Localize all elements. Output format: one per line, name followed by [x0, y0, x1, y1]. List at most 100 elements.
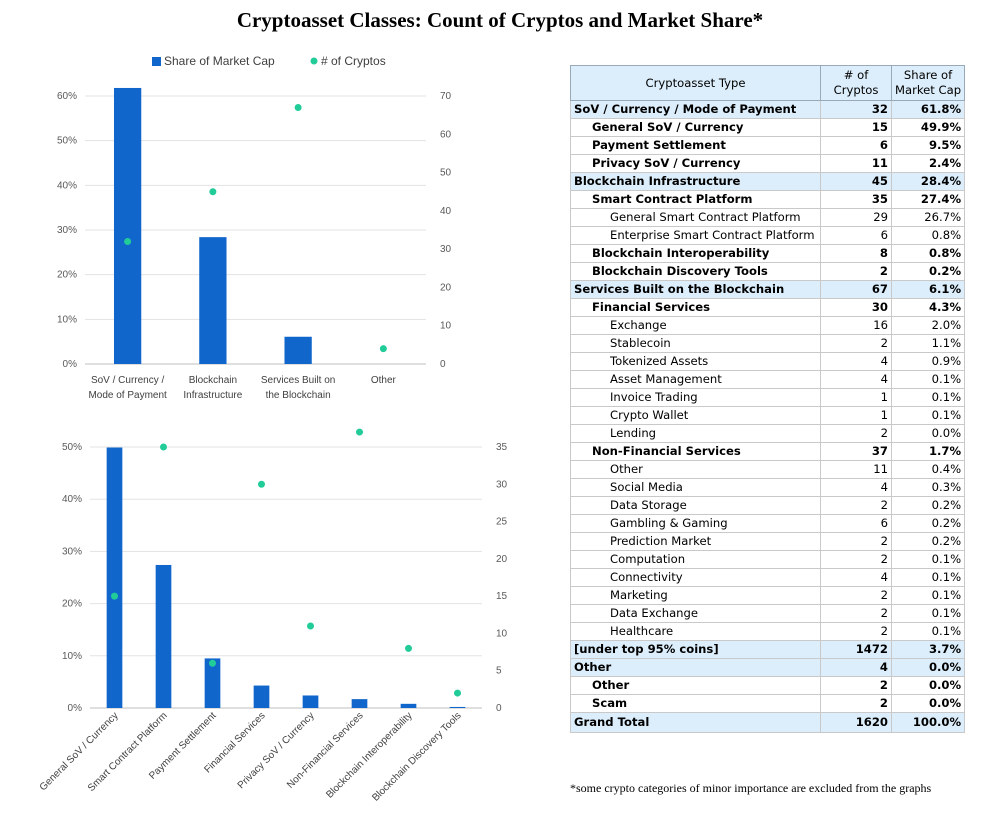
y2-tick-label: 60 [440, 129, 452, 140]
data-point [209, 659, 216, 667]
header-count: # of Cryptos [820, 65, 892, 101]
cell-count: 16 [820, 316, 892, 335]
cell-type: Data Exchange [570, 604, 821, 623]
table-row: [under top 95% coins] 1472 3.7% [570, 640, 966, 659]
y2-tick-label: 15 [496, 591, 508, 602]
table-row: Exchange 16 2.0% [570, 316, 966, 335]
cell-count: 1 [820, 406, 892, 425]
y2-tick-label: 20 [440, 282, 452, 293]
table-row: Data Storage 2 0.2% [570, 496, 966, 515]
cell-type: Exchange [570, 316, 821, 335]
legend-swatch-dot [310, 57, 318, 65]
y2-tick-label: 30 [440, 244, 452, 255]
y2-tick-label: 35 [496, 442, 508, 453]
cell-share: 0.8% [890, 244, 966, 263]
x-tick-label: SoV / Currency / [91, 375, 165, 386]
cell-type: Enterprise Smart Contract Platform [570, 226, 821, 245]
cell-type: Asset Management [570, 370, 821, 389]
y2-tick-label: 40 [440, 206, 452, 217]
y-tick-label: 40% [62, 494, 82, 505]
cell-share: 0.1% [890, 568, 966, 587]
footnote: *some crypto categories of minor importa… [570, 781, 932, 795]
x-tick-label: Services Built on [261, 375, 335, 386]
cell-count: 4 [820, 478, 892, 497]
cell-count: 2 [820, 532, 892, 551]
y-tick-label: 30% [57, 225, 77, 236]
table-row: Blockchain Infrastructure 45 28.4% [570, 172, 966, 191]
cell-type: Grand Total [570, 712, 821, 733]
cell-type: General Smart Contract Platform [570, 208, 821, 227]
cell-type: Blockchain Interoperability [570, 244, 821, 263]
y-tick-label: 0% [68, 703, 83, 714]
table-total-row: Grand Total 1620 100.0% [570, 712, 966, 733]
cell-type: Payment Settlement [570, 136, 821, 155]
cell-type: General SoV / Currency [570, 118, 821, 137]
table-row: Services Built on the Blockchain 67 6.1% [570, 280, 966, 299]
data-point [454, 689, 461, 697]
y2-tick-label: 10 [440, 321, 452, 332]
cell-count: 1 [820, 388, 892, 407]
cell-count: 8 [820, 244, 892, 263]
cell-count: 2 [820, 424, 892, 443]
data-point [405, 644, 412, 652]
x-tick-label: Blockchain Discovery Tools [370, 710, 463, 803]
x-tick-label: Other [371, 375, 397, 386]
cell-type: Other [570, 658, 821, 677]
table-row: Enterprise Smart Contract Platform 6 0.8% [570, 226, 966, 245]
page-title: Cryptoasset Classes: Count of Cryptos an… [236, 8, 764, 32]
x-tick-label: General SoV / Currency [38, 710, 121, 793]
cell-share: 0.2% [890, 514, 966, 533]
y-tick-label: 40% [57, 180, 77, 191]
cell-count: 4 [820, 352, 892, 371]
x-tick-label: Mode of Payment [88, 390, 167, 401]
table-row: Other 4 0.0% [570, 658, 966, 677]
cell-share: 0.0% [890, 676, 966, 695]
table-row: Blockchain Discovery Tools 2 0.2% [570, 262, 966, 281]
cell-type: [under top 95% coins] [570, 640, 821, 659]
cell-type: Other [570, 676, 821, 695]
cell-count: 2 [820, 676, 892, 695]
cell-share: 27.4% [890, 190, 966, 209]
cell-type: Smart Contract Platform [570, 190, 821, 209]
y2-tick-label: 0 [496, 703, 502, 714]
y2-tick-label: 50 [440, 168, 452, 179]
cell-count: 6 [820, 136, 892, 155]
cell-share: 9.5% [890, 136, 966, 155]
x-tick-label: the Blockchain [266, 390, 331, 401]
table-row: Financial Services 30 4.3% [570, 298, 966, 317]
y-tick-label: 50% [57, 136, 77, 147]
cell-share: 2.4% [890, 154, 966, 173]
cell-type: Blockchain Discovery Tools [570, 262, 821, 281]
cell-type: Blockchain Infrastructure [570, 172, 821, 191]
cell-count: 15 [820, 118, 892, 137]
table-row: Scam 2 0.0% [570, 694, 966, 713]
data-point [124, 237, 132, 245]
table-row: Prediction Market 2 0.2% [570, 532, 966, 551]
cell-share: 61.8% [890, 100, 966, 119]
cell-share: 0.0% [890, 694, 966, 713]
table-row: Other 2 0.0% [570, 676, 966, 695]
cell-count: 2 [820, 604, 892, 623]
cell-count: 67 [820, 280, 892, 299]
table-row: Computation 2 0.1% [570, 550, 966, 569]
cell-share: 26.7% [890, 208, 966, 227]
legend-label: Share of Market Cap [164, 54, 275, 68]
cell-share: 0.8% [890, 226, 966, 245]
y2-tick-label: 0 [440, 359, 446, 370]
bar [199, 237, 227, 364]
y-tick-label: 20% [62, 599, 82, 610]
cell-type: Prediction Market [570, 532, 821, 551]
y-tick-label: 20% [57, 270, 77, 281]
cell-type: Stablecoin [570, 334, 821, 353]
data-point [258, 480, 265, 488]
y2-tick-label: 30 [496, 479, 508, 490]
table-row: Connectivity 4 0.1% [570, 568, 966, 587]
cell-count: 4 [820, 658, 892, 677]
table-row: Smart Contract Platform 35 27.4% [570, 190, 966, 209]
table-row: General Smart Contract Platform 29 26.7% [570, 208, 966, 227]
x-tick-label: Blockchain [189, 375, 237, 386]
cell-share: 4.3% [890, 298, 966, 317]
table-row: Privacy SoV / Currency 11 2.4% [570, 154, 966, 173]
table-row: Non-Financial Services 37 1.7% [570, 442, 966, 461]
cell-count: 11 [820, 154, 892, 173]
